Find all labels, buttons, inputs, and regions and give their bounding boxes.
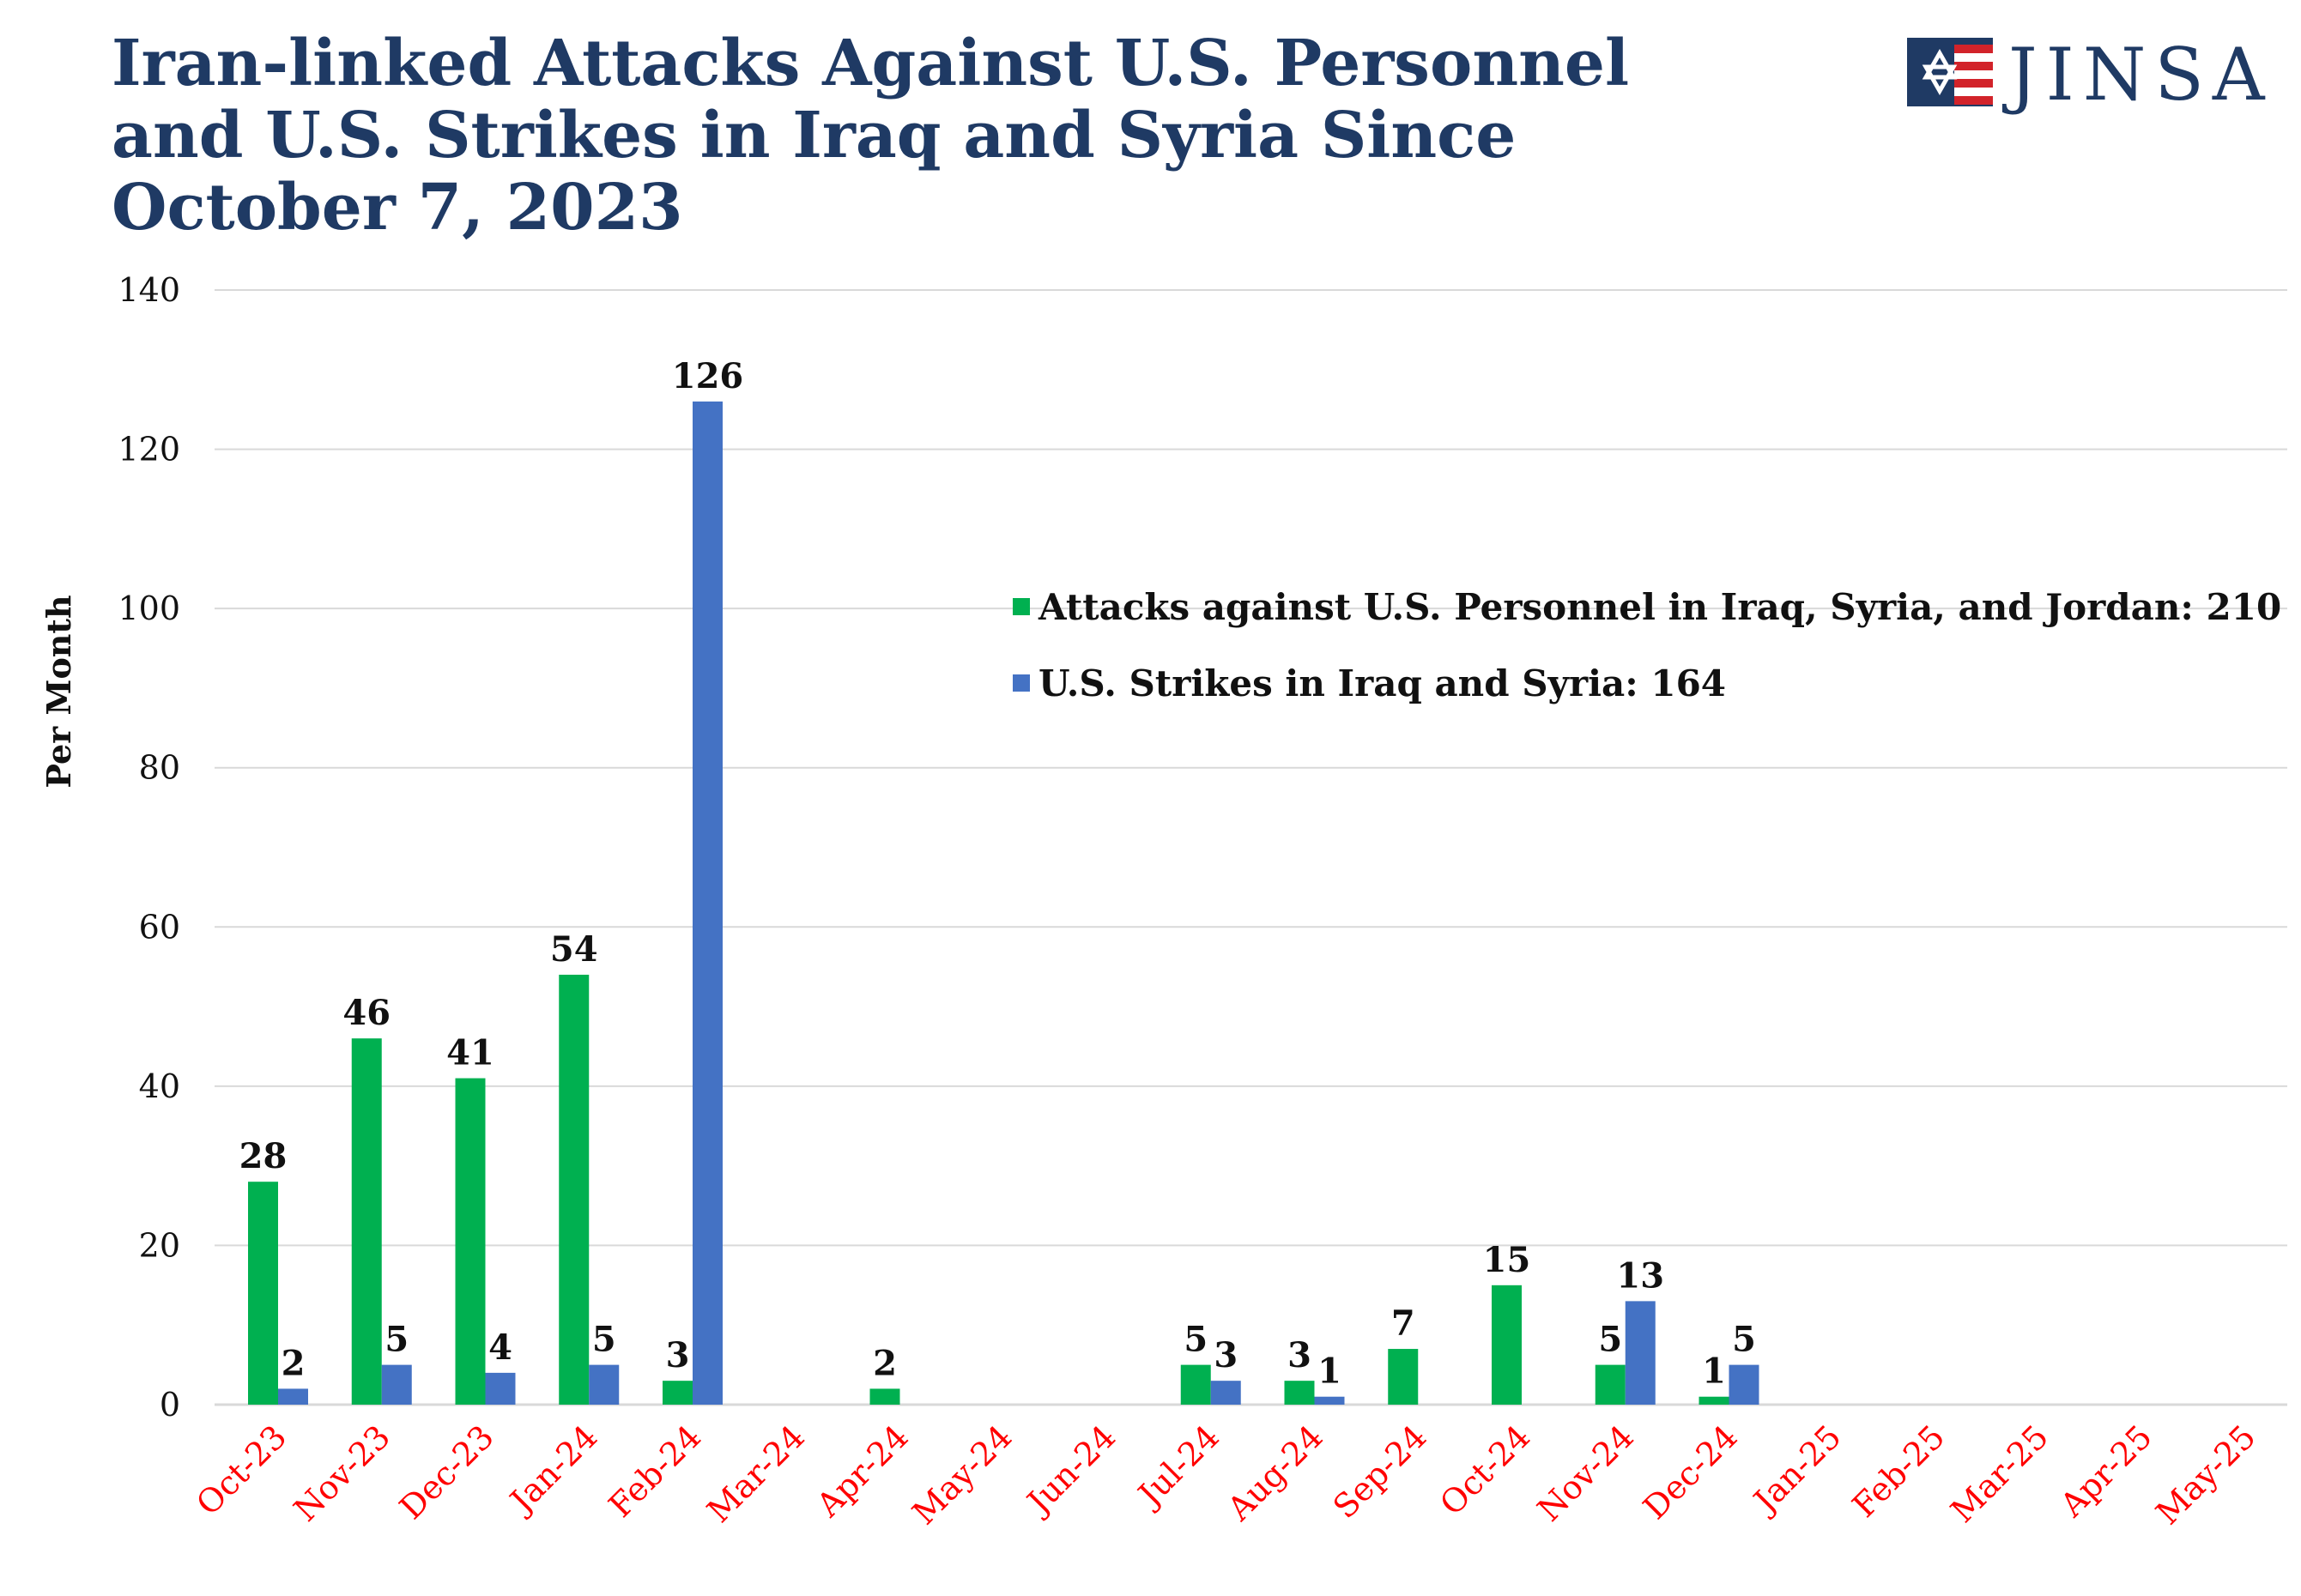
bar-attacks-Dec-24 (1699, 1396, 1729, 1405)
y-tick-label: 20 (139, 1226, 180, 1264)
bar-strikes-Aug-24 (1314, 1396, 1345, 1405)
data-label-attacks-Dec-23: 41 (446, 1033, 494, 1073)
bar-strikes-Oct-23 (278, 1388, 308, 1405)
x-tick-label: Dec-23 (392, 1418, 501, 1526)
x-tick-label: Mar-25 (1943, 1418, 2056, 1530)
bar-strikes-Jul-24 (1210, 1381, 1241, 1405)
bar-attacks-Nov-24 (1595, 1364, 1626, 1405)
y-tick-label: 80 (139, 749, 180, 787)
x-tick-label: Jul-24 (1129, 1418, 1226, 1515)
data-label-strikes-Feb-24: 126 (672, 356, 744, 396)
bar-strikes-Dec-24 (1729, 1364, 1759, 1405)
data-label-strikes-Jul-24: 3 (1214, 1335, 1238, 1375)
logo-wordmark: JINSA (2001, 33, 2268, 115)
x-tick-label: Oct-24 (1432, 1418, 1537, 1522)
data-label-attacks-Apr-24: 2 (873, 1343, 897, 1383)
x-tick-label: May-24 (905, 1418, 1020, 1532)
x-tick-label: Mar-24 (699, 1418, 812, 1530)
chart-gridlines (215, 289, 2287, 1247)
x-tick-label: Aug-24 (1220, 1418, 1330, 1528)
data-label-attacks-Sep-24: 7 (1391, 1303, 1415, 1344)
x-tick-label: Feb-24 (602, 1418, 709, 1525)
chart-bars (248, 401, 1759, 1405)
jinsa-logo: JINSA (1907, 33, 2268, 115)
data-label-attacks-Nov-24: 5 (1598, 1320, 1622, 1360)
x-tick-label: Sep-24 (1326, 1418, 1434, 1526)
data-label-attacks-Aug-24: 3 (1287, 1335, 1311, 1375)
data-label-attacks-Nov-23: 46 (342, 993, 391, 1033)
data-label-strikes-Aug-24: 1 (1317, 1351, 1341, 1392)
data-label-strikes-Nov-24: 13 (1616, 1255, 1664, 1296)
x-tick-label: Feb-25 (1845, 1418, 1953, 1525)
bar-strikes-Nov-24 (1625, 1301, 1656, 1405)
x-tick-label: Jan-25 (1744, 1418, 1848, 1521)
bar-attacks-Jan-24 (559, 974, 590, 1405)
chart-legend: Attacks against U.S. Personnel in Iraq, … (1013, 586, 2281, 704)
chart-title: Iran-linked Attacks Against U.S. Personn… (112, 27, 1742, 244)
bar-attacks-Feb-24 (663, 1381, 693, 1405)
data-label-attacks-Dec-24: 1 (1702, 1351, 1726, 1392)
chart-title-line-3: October 7, 2023 (112, 171, 683, 245)
y-tick-label: 120 (118, 431, 180, 469)
data-label-strikes-Nov-23: 5 (385, 1320, 409, 1360)
data-label-strikes-Oct-23: 2 (282, 1343, 306, 1383)
x-tick-label: Dec-24 (1636, 1418, 1745, 1526)
x-tick-label: Nov-23 (287, 1418, 397, 1528)
x-tick-label: Nov-24 (1530, 1418, 1641, 1528)
data-label-attacks-Oct-23: 28 (239, 1136, 288, 1176)
bar-attacks-Sep-24 (1388, 1349, 1419, 1405)
y-tick-label: 60 (139, 908, 180, 946)
legend-swatch-attacks (1013, 598, 1030, 615)
bar-attacks-Dec-23 (455, 1078, 486, 1405)
y-tick-label: 140 (118, 271, 180, 309)
data-label-attacks-Jul-24: 5 (1184, 1320, 1208, 1360)
bar-strikes-Dec-23 (485, 1372, 516, 1405)
x-tick-label: Apr-25 (2052, 1418, 2159, 1525)
legend-label-attacks: Attacks against U.S. Personnel in Iraq, … (1038, 586, 2281, 628)
chart-title-line-1: Iran-linked Attacks Against U.S. Personn… (112, 27, 1630, 100)
data-label-strikes-Dec-23: 4 (488, 1327, 512, 1368)
x-tick-label: Jan-24 (500, 1418, 604, 1521)
bar-attacks-Oct-23 (248, 1182, 278, 1405)
bar-strikes-Feb-24 (693, 401, 723, 1405)
x-tick-label: Apr-24 (808, 1418, 916, 1525)
legend-swatch-strikes (1013, 674, 1030, 692)
data-label-strikes-Jan-24: 5 (592, 1320, 616, 1360)
bar-attacks-Nov-23 (351, 1038, 382, 1405)
legend-label-strikes: U.S. Strikes in Iraq and Syria: 164 (1038, 662, 1726, 704)
x-tick-label: Jun-24 (1018, 1418, 1123, 1523)
x-tick-label: Oct-23 (189, 1418, 294, 1522)
x-tick-label: May-25 (2149, 1418, 2263, 1532)
y-tick-label: 100 (118, 589, 180, 627)
y-axis-label: Per Month (39, 595, 78, 788)
y-tick-label: 40 (139, 1067, 180, 1105)
flag-star-icon (1907, 38, 1993, 106)
data-label-strikes-Dec-24: 5 (1732, 1320, 1756, 1360)
bar-attacks-Oct-24 (1492, 1285, 1522, 1405)
data-label-attacks-Oct-24: 15 (1483, 1240, 1531, 1280)
bar-attacks-Aug-24 (1284, 1381, 1315, 1405)
bar-attacks-Jul-24 (1180, 1364, 1211, 1405)
data-label-attacks-Jan-24: 54 (550, 929, 598, 970)
y-tick-label: 0 (160, 1386, 180, 1424)
chart-title-line-2: and U.S. Strikes in Iraq and Syria Since (112, 99, 1517, 172)
bar-attacks-Apr-24 (869, 1388, 900, 1405)
bar-strikes-Nov-23 (381, 1364, 412, 1405)
bar-strikes-Jan-24 (589, 1364, 620, 1405)
data-label-attacks-Feb-24: 3 (666, 1335, 690, 1375)
y-axis-ticks: 0 20 40 60 80 100 120 140 (118, 271, 180, 1424)
